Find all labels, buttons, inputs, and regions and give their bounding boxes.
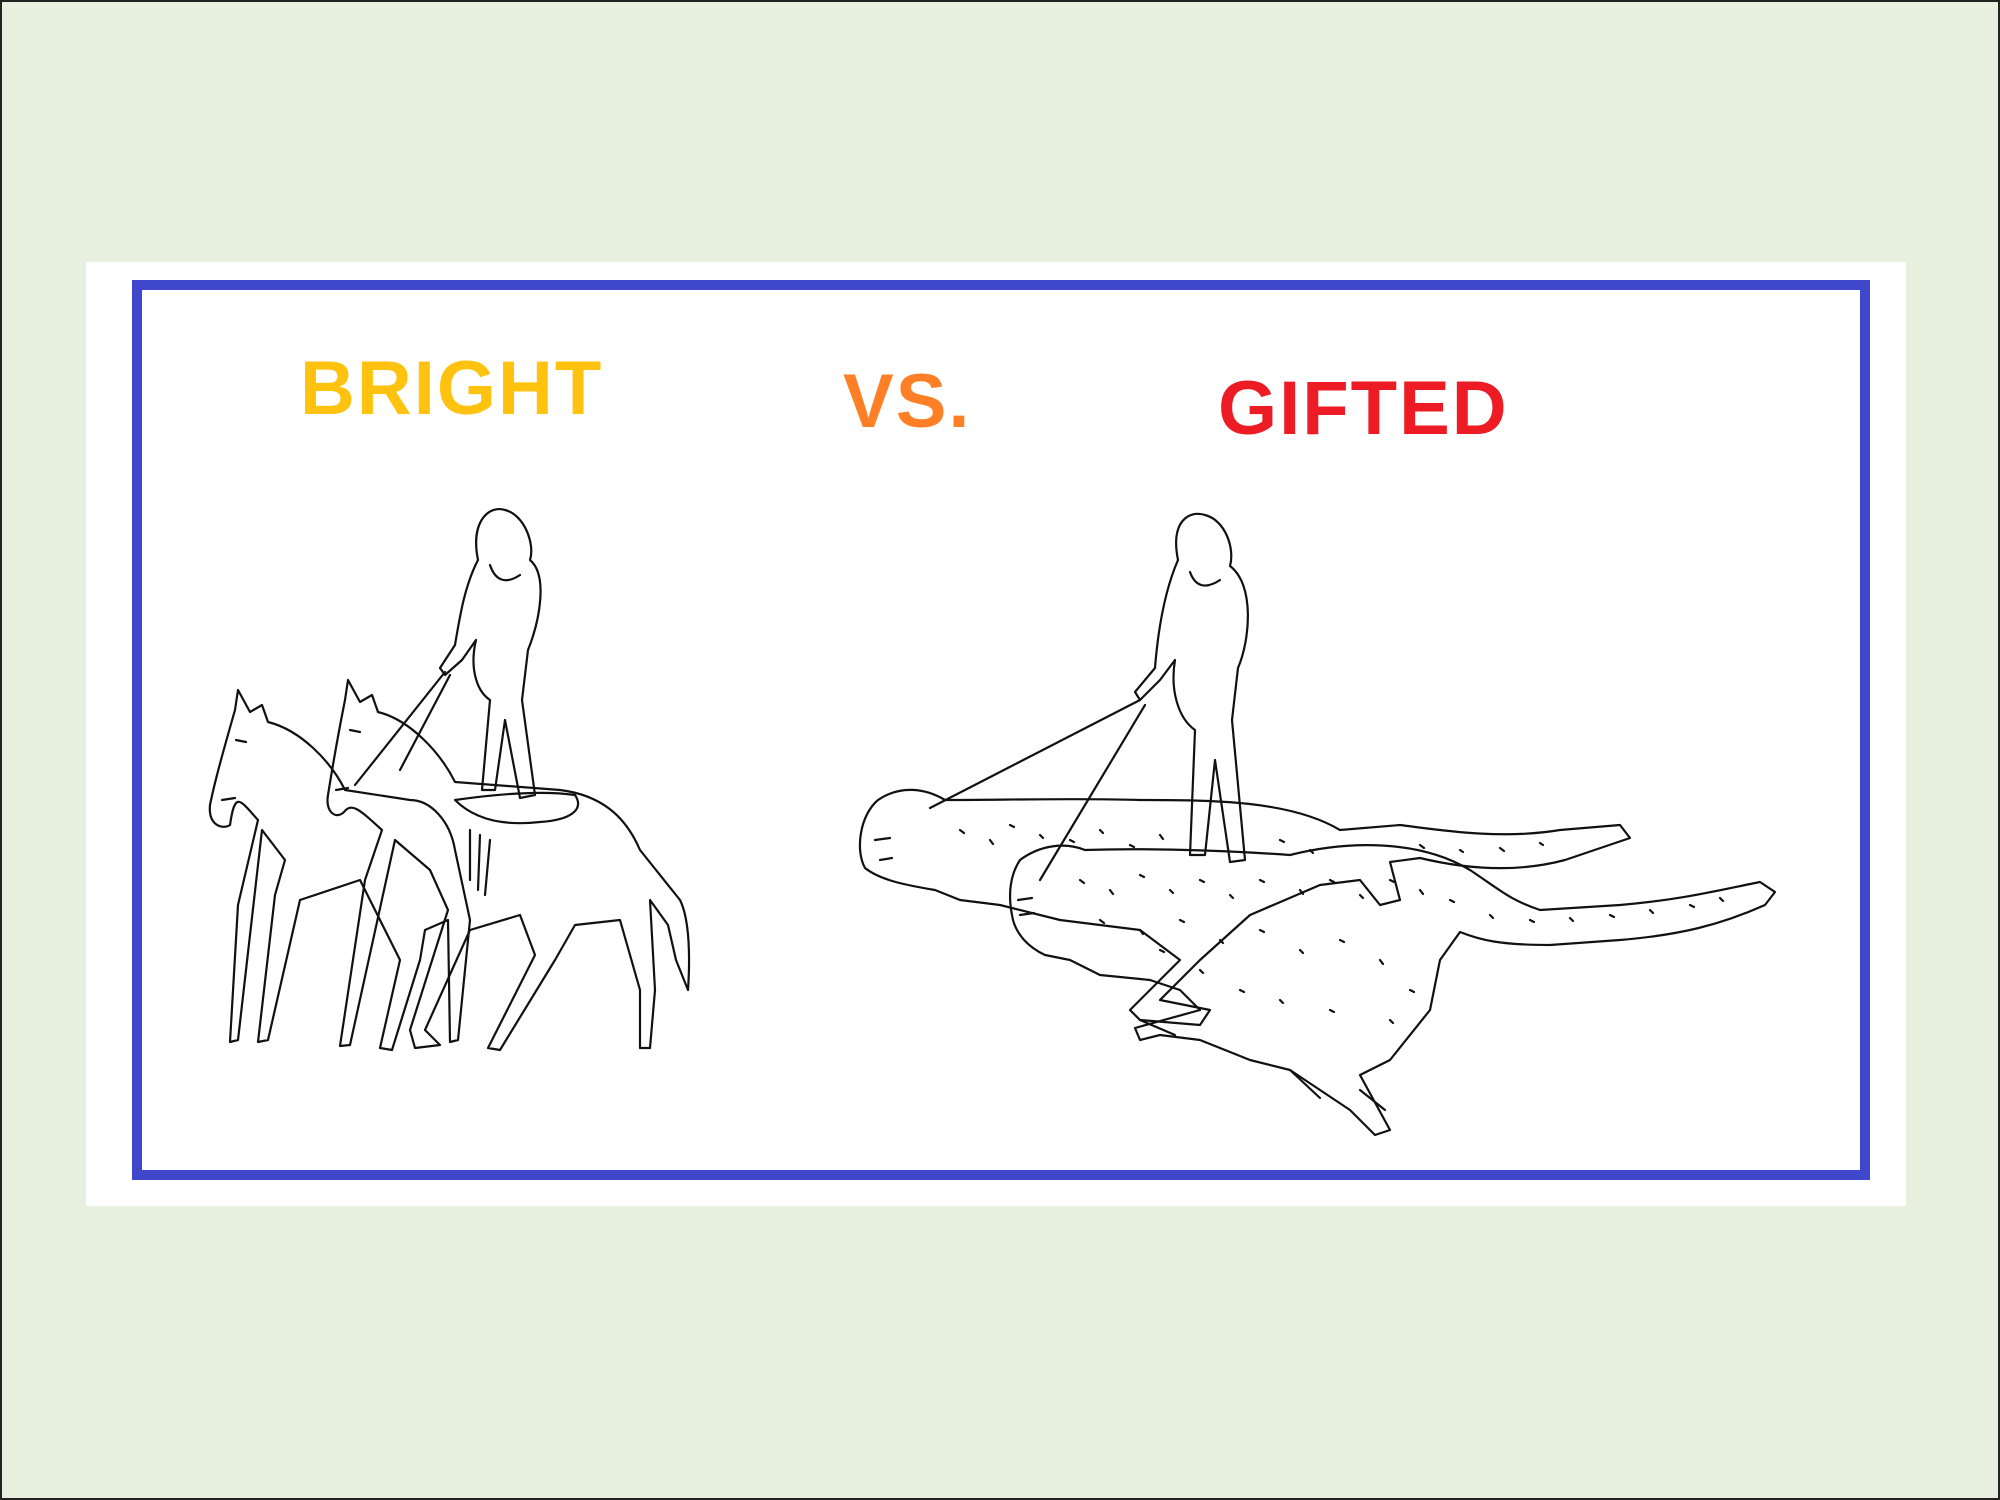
bright-label: BRIGHT: [300, 346, 604, 431]
cheetah-front: [1009, 844, 1777, 1137]
horse-back: [208, 688, 472, 1052]
rider-left: [438, 508, 542, 800]
vs-label: VS.: [843, 359, 972, 444]
saddle-left: [453, 791, 580, 825]
gifted-label: GIFTED: [1218, 366, 1509, 451]
horse-front: [326, 678, 691, 1052]
horses-rider-illustration: [208, 508, 691, 1052]
rider-right: [1133, 512, 1249, 864]
cheetahs-rider-illustration: [858, 512, 1777, 1137]
poster-frame: [132, 280, 1870, 1180]
cheetah-spots: [958, 823, 1725, 1025]
cheetah-back: [858, 788, 1632, 1027]
